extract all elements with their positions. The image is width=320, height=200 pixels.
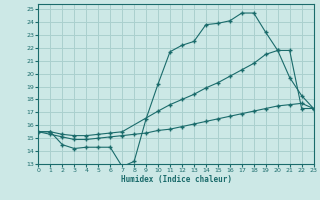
X-axis label: Humidex (Indice chaleur): Humidex (Indice chaleur): [121, 175, 231, 184]
